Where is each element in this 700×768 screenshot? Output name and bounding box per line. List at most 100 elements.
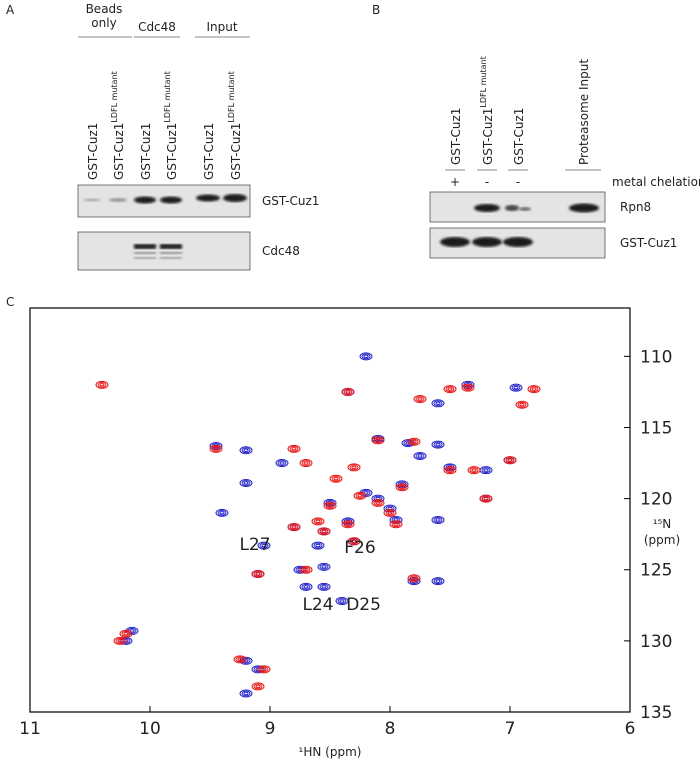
contour: [301, 566, 311, 573]
contour: [417, 397, 423, 401]
contour: [255, 684, 261, 689]
lane-label: GST-Cuz1: [512, 108, 526, 165]
contour: [303, 585, 309, 589]
peak: [371, 498, 385, 507]
lane-superscript: LDFL mutant: [227, 71, 236, 122]
band: [440, 237, 470, 247]
contour: [383, 508, 397, 517]
contour: [387, 511, 393, 515]
contour: [431, 577, 445, 586]
band: [474, 204, 500, 212]
contour: [299, 582, 313, 591]
peak: [209, 444, 223, 453]
contour: [243, 448, 249, 452]
band: [83, 198, 101, 202]
blot: [77, 231, 251, 271]
contour: [315, 519, 321, 524]
panel-label: C: [6, 295, 14, 309]
contour: [515, 400, 529, 409]
y-tick-label: 120: [640, 490, 672, 510]
contour: [321, 529, 327, 534]
contour: [353, 491, 367, 500]
contour: [341, 520, 355, 529]
contour: [345, 390, 351, 394]
peak: [389, 515, 403, 524]
contour: [407, 577, 421, 586]
contour: [431, 440, 445, 449]
peak: [431, 440, 445, 449]
peak: [299, 582, 313, 591]
peak: [317, 562, 331, 571]
contour: [435, 579, 441, 583]
band: [160, 244, 182, 249]
peak: [95, 380, 109, 389]
contour: [483, 468, 489, 472]
contour: [511, 384, 521, 391]
peak-annotation: L27: [239, 535, 270, 555]
peak: [323, 501, 337, 510]
contour: [357, 494, 363, 498]
peak: [431, 577, 445, 586]
contour: [505, 457, 515, 464]
contour: [257, 541, 271, 550]
contour: [237, 657, 243, 662]
contour: [279, 461, 285, 465]
contour: [243, 691, 249, 696]
peak: [287, 444, 301, 453]
peak: [257, 541, 271, 550]
contour: [345, 522, 351, 526]
contour: [469, 467, 479, 474]
blot-label: GST-Cuz1: [262, 194, 319, 208]
plot-frame: [29, 307, 631, 713]
peak: [239, 478, 253, 487]
contour: [373, 437, 383, 444]
contour: [447, 387, 453, 391]
contour: [99, 383, 105, 387]
band: [223, 194, 247, 202]
lane-text: GST-Cuz1: [202, 123, 216, 180]
peak: [335, 597, 349, 606]
panel-label: B: [372, 3, 380, 17]
peak: [251, 570, 265, 579]
contour: [435, 442, 441, 447]
contour: [303, 461, 309, 465]
contour: [349, 464, 359, 471]
lane-label: Proteasome Input: [577, 59, 591, 165]
contour: [319, 528, 329, 535]
contour: [239, 446, 253, 455]
peak: [479, 494, 493, 503]
peak: [395, 483, 409, 492]
contour: [411, 440, 417, 444]
contour: [471, 468, 477, 472]
contour: [351, 539, 357, 543]
contour: [433, 578, 443, 585]
peak: [257, 665, 271, 674]
peak: [287, 523, 301, 532]
lane-label: GST-Cuz1: [202, 123, 216, 180]
contour: [483, 496, 489, 501]
contour: [503, 456, 517, 465]
y-tick-label: 130: [640, 632, 672, 652]
contour: [325, 502, 335, 509]
x-tick-label: 11: [19, 719, 41, 739]
contour: [257, 665, 271, 674]
peaks: [95, 352, 541, 698]
contour: [507, 458, 513, 462]
contour: [97, 381, 107, 388]
contour: [317, 582, 331, 591]
contour: [433, 517, 443, 523]
y-tick-label: 110: [640, 347, 672, 367]
contour: [301, 583, 311, 590]
contour: [331, 475, 341, 482]
contour: [209, 441, 223, 450]
peak: [431, 399, 445, 408]
peak: [389, 520, 403, 529]
peak: [413, 451, 427, 460]
contour: [289, 445, 299, 452]
contour: [481, 495, 491, 502]
contour: [343, 521, 353, 528]
contour: [371, 498, 385, 507]
contour: [215, 508, 229, 517]
group-label: Input: [206, 20, 237, 34]
